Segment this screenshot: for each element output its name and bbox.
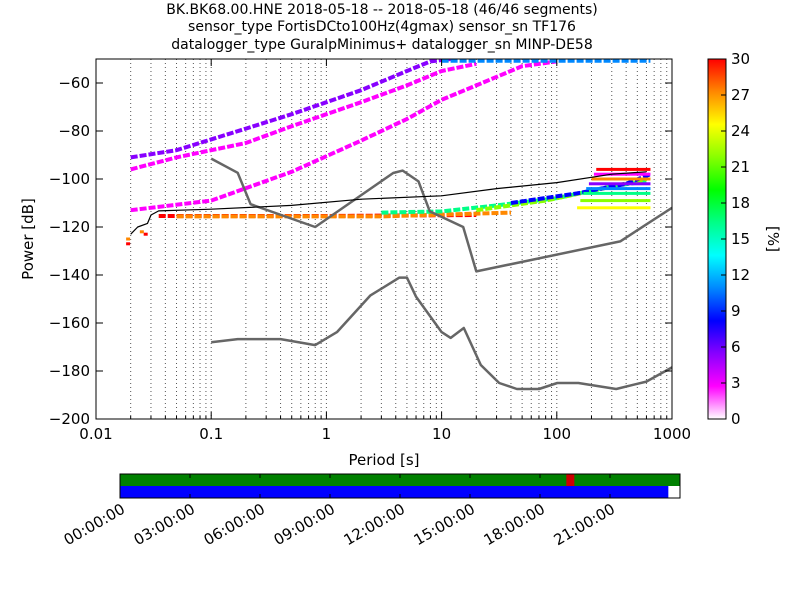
colorbar-tick-label: 18 xyxy=(731,194,750,212)
density-mark xyxy=(126,242,131,246)
colorbar-tick-label: 21 xyxy=(731,158,750,176)
colorbar-tick-label: 6 xyxy=(731,338,741,356)
timeline-tick-label: 00:00:00 xyxy=(61,500,128,549)
density-band-diag-3 xyxy=(130,59,558,213)
density-block xyxy=(580,199,651,203)
y-tick-label: −60 xyxy=(58,74,90,92)
density-mark xyxy=(139,230,144,234)
x-tick-label: 100 xyxy=(542,425,571,443)
x-axis: 0.01 0.1 1 10 100 1000 xyxy=(79,59,691,443)
colorbar-tick-label: 30 xyxy=(731,50,750,68)
chart-title-line-1: BK.BK68.00.HNE 2018-05-18 -- 2018-05-18 … xyxy=(166,2,598,18)
timeline-track-psd-coverage xyxy=(120,486,669,498)
timeline-mark xyxy=(566,474,575,486)
timeline-tick-label: 18:00:00 xyxy=(481,500,548,549)
colorbar-ticks: 0 3 6 9 12 15 18 21 24 27 30 xyxy=(721,50,750,428)
colorbar-tick-label: 12 xyxy=(731,266,750,284)
timeline: 00:00:00 03:00:00 06:00:00 09:00:00 12:00:00… xyxy=(61,473,681,549)
timeline-tick-label: 15:00:00 xyxy=(411,500,478,549)
grid xyxy=(130,59,668,419)
x-tick-label: 0.1 xyxy=(199,425,223,443)
y-tick-label: −80 xyxy=(58,122,90,140)
density-marks xyxy=(126,230,148,246)
timeline-tick-label: 06:00:00 xyxy=(201,500,268,549)
y-tick-label: −120 xyxy=(49,218,90,236)
density-block xyxy=(593,172,651,176)
x-tick-label: 1000 xyxy=(653,425,691,443)
y-tick-label: −180 xyxy=(49,362,90,380)
colorbar-label: [%] xyxy=(764,226,782,252)
series-highest-psd xyxy=(130,171,647,235)
colorbar-tick-label: 15 xyxy=(731,230,750,248)
x-axis-label: Period [s] xyxy=(348,451,419,469)
y-tick-label: −140 xyxy=(49,266,90,284)
colorbar-tick-label: 3 xyxy=(731,374,741,392)
colorbar-tick-label: 9 xyxy=(731,302,741,320)
density-block xyxy=(586,187,651,191)
y-axis: −200 −180 −160 −140 −120 −100 −80 −60 xyxy=(49,74,672,428)
colorbar-tick-label: 0 xyxy=(731,410,741,428)
chart-title-line-2: sensor_type FortisDCto100Hz(4gmax) senso… xyxy=(188,19,576,35)
density-block xyxy=(588,182,651,186)
density-band-diag-1 xyxy=(130,59,451,160)
density-band-diag-2 xyxy=(130,61,477,172)
timeline-tick-label: 03:00:00 xyxy=(131,500,198,549)
chart-title-line-3: datalogger_type GuralpMinimus+ datalogge… xyxy=(171,37,593,53)
density-block xyxy=(596,167,651,171)
x-tick-label: 10 xyxy=(432,425,451,443)
colorbar-tick-label: 27 xyxy=(731,86,750,104)
density-mark xyxy=(126,237,131,241)
density-block xyxy=(577,206,651,210)
series-low-noise-model xyxy=(211,276,672,391)
y-tick-label: −160 xyxy=(49,314,90,332)
colorbar-tick-label: 24 xyxy=(731,122,750,140)
timeline-tick-label: 09:00:00 xyxy=(271,500,338,549)
density-band-flat-red-long xyxy=(176,210,512,219)
timeline-tick-label: 12:00:00 xyxy=(341,500,408,549)
density-block xyxy=(583,191,651,195)
plot-area xyxy=(96,59,672,419)
x-tick-label: 1 xyxy=(322,425,332,443)
series-high-noise-model xyxy=(210,157,672,273)
x-tick-label: 0.01 xyxy=(79,425,112,443)
y-axis-label: Power [dB] xyxy=(19,198,37,280)
colorbar: 0 3 6 9 12 15 18 21 24 27 30 [%] xyxy=(707,50,782,428)
noise-model-lines xyxy=(130,157,672,391)
plot-frame xyxy=(95,58,673,420)
y-tick-label: −100 xyxy=(49,170,90,188)
y-tick-label: −200 xyxy=(49,410,90,428)
timeline-tick-label: 21:00:00 xyxy=(551,500,618,549)
density-mark xyxy=(143,232,148,236)
density-block xyxy=(591,177,651,181)
